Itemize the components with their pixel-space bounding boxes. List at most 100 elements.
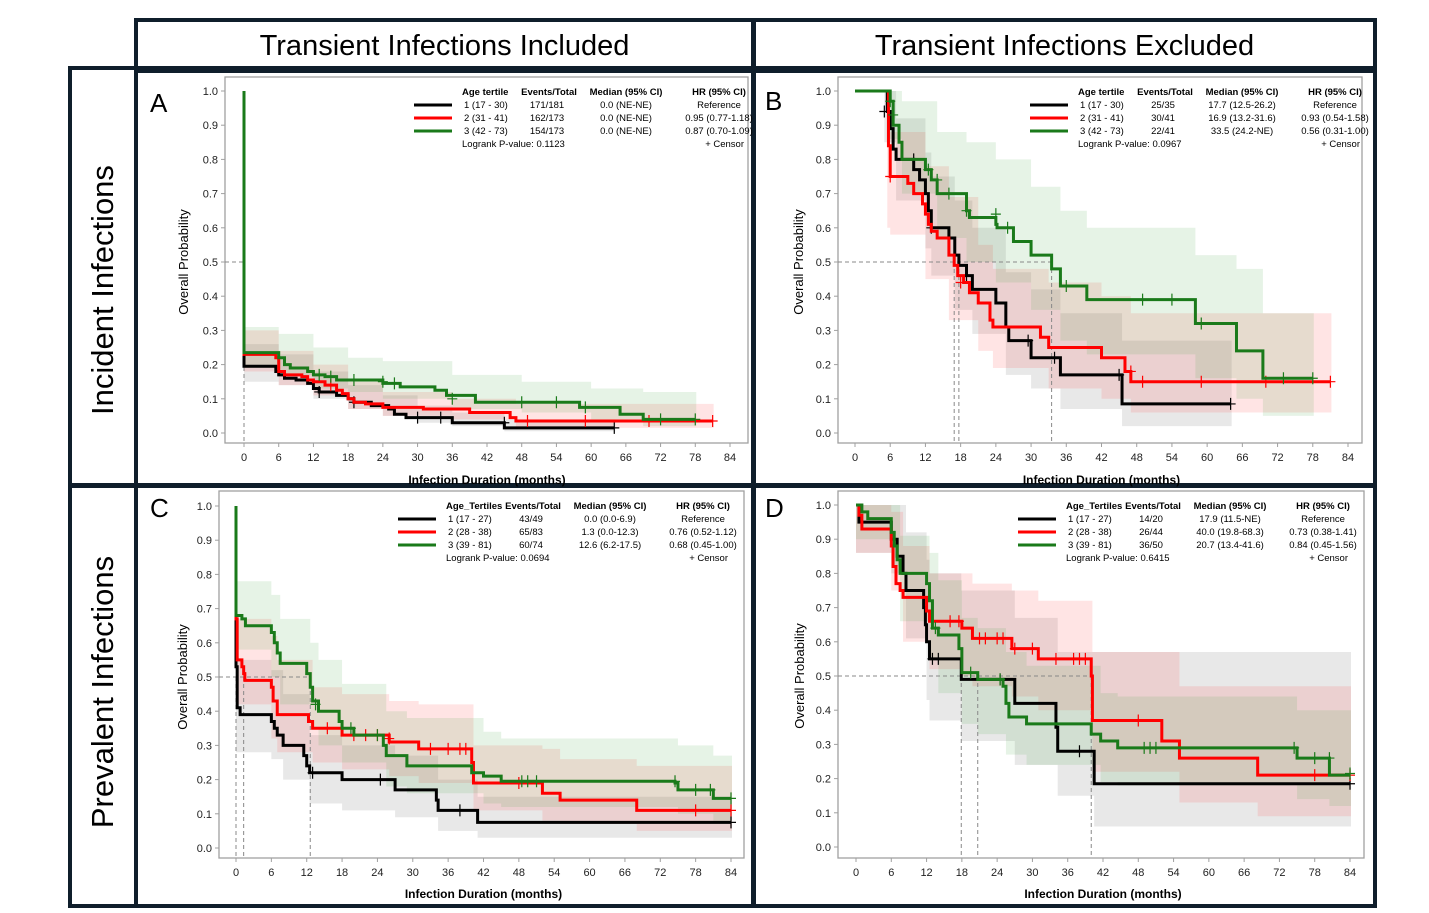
x-tick-label: 54 xyxy=(548,867,560,879)
censor-mark xyxy=(726,816,736,829)
y-axis-label: Overall Probability xyxy=(792,623,807,729)
survival-curve-series-3 xyxy=(234,506,731,800)
x-tick-label: 72 xyxy=(654,867,666,879)
legend: Age_Tertiles Events/Total Median (95% CI) H… xyxy=(1018,501,1357,564)
legend-header: Median (95% CI) xyxy=(574,501,647,512)
x-tick-label: 60 xyxy=(1203,867,1215,879)
y-tick-label: 0.8 xyxy=(816,154,831,166)
legend-events-total: 26/44 xyxy=(1139,527,1163,538)
y-axis-label: Overall Probability xyxy=(791,209,806,315)
censor-mark xyxy=(1196,375,1207,388)
confidence-band-series-2 xyxy=(236,618,732,831)
y-axis-label: Overall Probability xyxy=(175,624,190,730)
y-tick-label: 0.3 xyxy=(816,739,831,751)
legend-events-total: 162/173 xyxy=(530,113,564,124)
legend-median: 40.0 (19.8-68.3) xyxy=(1196,527,1264,538)
y-tick-label: 0.6 xyxy=(203,223,218,235)
y-tick-label: 0.0 xyxy=(197,843,212,855)
y-tick-label: 0.1 xyxy=(197,809,212,821)
x-tick-label: 60 xyxy=(585,452,597,464)
y-tick-label: 0.0 xyxy=(203,428,218,440)
legend-header: Events/Total xyxy=(1137,87,1193,98)
censor-mark xyxy=(1061,279,1072,292)
legend-header: Age_Tertiles xyxy=(446,501,502,512)
survival-curve-series-1 xyxy=(856,503,1350,786)
y-tick-label: 0.9 xyxy=(203,120,218,132)
censor-mark xyxy=(888,108,899,121)
x-tick-label: 42 xyxy=(481,452,493,464)
x-tick-label: 12 xyxy=(307,452,319,464)
censor-mark xyxy=(965,666,976,679)
y-tick-label: 0.3 xyxy=(197,740,212,752)
confidence-band-series-1 xyxy=(884,91,1232,427)
censor-mark xyxy=(998,632,1009,645)
x-tick-label: 42 xyxy=(1095,452,1107,464)
legend-median: 12.6 (6.2-17.5) xyxy=(579,540,641,551)
panel-label-d: D xyxy=(765,493,784,523)
censor-mark xyxy=(1345,767,1355,780)
censor-mark xyxy=(1309,769,1320,782)
censor-mark xyxy=(322,722,333,735)
y-tick-label: 0.5 xyxy=(816,671,831,683)
y-tick-label: 0.5 xyxy=(203,257,218,269)
x-tick-label: 0 xyxy=(233,867,239,879)
confidence-band-series-3 xyxy=(244,326,697,427)
legend-header: Events/Total xyxy=(505,501,561,512)
legend-header: Age_Tertiles xyxy=(1066,501,1122,512)
survival-curve-series-3 xyxy=(856,503,1350,777)
censor-mark xyxy=(995,673,1006,686)
censor-mark xyxy=(516,396,527,409)
censor-mark xyxy=(1009,642,1020,655)
legend: Age tertile Events/Total Median (95% CI) HR… xyxy=(414,87,753,150)
y-axis-label: Overall Probability xyxy=(176,209,191,315)
legend-header: Median (95% CI) xyxy=(1194,501,1267,512)
x-tick-label: 48 xyxy=(513,867,525,879)
column-header-excluded: Transient Infections Excluded xyxy=(874,30,1255,62)
legend-logrank-pvalue: Logrank P-value: 0.1123 xyxy=(462,139,565,150)
x-tick-label: 36 xyxy=(1060,452,1072,464)
y-tick-label: 0.4 xyxy=(197,706,212,718)
y-tick-label: 0.6 xyxy=(816,637,831,649)
y-tick-label: 0.2 xyxy=(816,774,831,786)
x-tick-label: 72 xyxy=(654,452,666,464)
x-tick-label: 84 xyxy=(1342,452,1354,464)
legend-group-label: 2 (31 - 41) xyxy=(1080,113,1124,124)
confidence-band-series-3 xyxy=(236,581,732,821)
x-axis-label: Infection Duration (months) xyxy=(408,473,565,487)
x-tick-label: 30 xyxy=(411,452,423,464)
censor-mark xyxy=(609,421,620,434)
legend: Age_Tertiles Events/Total Median (95% CI) H… xyxy=(398,501,737,564)
censor-mark xyxy=(499,416,510,429)
censor-mark xyxy=(307,766,318,779)
y-tick-label: 0.7 xyxy=(197,604,212,616)
legend-hazard-ratio: Reference xyxy=(681,514,725,525)
survival-curve-series-1 xyxy=(234,506,731,824)
legend-censor-key: + Censor xyxy=(705,139,744,150)
y-tick-label: 0.7 xyxy=(816,189,831,201)
confidence-band-series-2 xyxy=(887,108,1332,413)
legend-median: 0.0 (NE-NE) xyxy=(600,126,652,137)
x-tick-label: 84 xyxy=(725,867,737,879)
legend-censor-key: + Censor xyxy=(1309,553,1348,564)
x-tick-label: 66 xyxy=(620,452,632,464)
y-tick-label: 1.0 xyxy=(203,86,218,98)
legend-events-total: 154/173 xyxy=(530,126,564,137)
censor-mark xyxy=(990,208,1001,221)
censor-mark xyxy=(348,373,359,386)
censor-mark xyxy=(930,622,941,635)
y-tick-label: 0.5 xyxy=(816,257,831,269)
censor-mark xyxy=(945,615,956,628)
y-tick-label: 0.8 xyxy=(203,154,218,166)
censor-mark xyxy=(705,783,716,796)
x-tick-label: 36 xyxy=(446,452,458,464)
x-tick-label: 72 xyxy=(1271,452,1283,464)
censor-mark xyxy=(454,804,465,817)
censor-mark xyxy=(932,173,943,186)
legend-hazard-ratio: 0.68 (0.45-1.00) xyxy=(669,540,737,551)
censor-mark xyxy=(1196,317,1207,330)
censor-mark xyxy=(726,792,736,805)
x-tick-label: 48 xyxy=(516,452,528,464)
censor-mark xyxy=(435,411,446,424)
